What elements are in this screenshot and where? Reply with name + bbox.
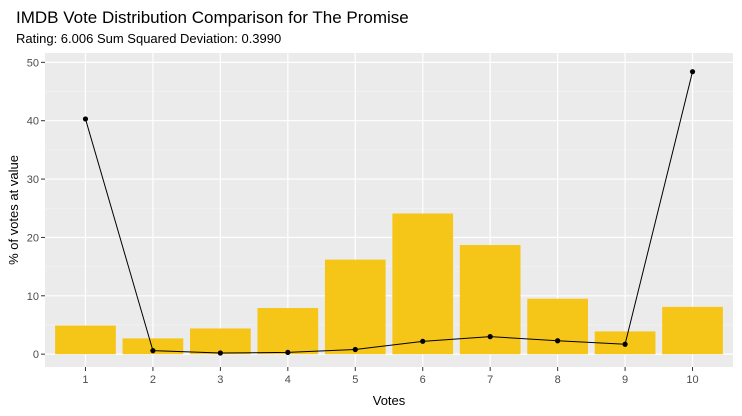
line-point (487, 334, 493, 340)
bar (324, 259, 386, 355)
x-tick-label: 7 (487, 374, 493, 386)
plot-panel (45, 53, 733, 367)
line-point (217, 350, 223, 356)
y-tick-label: 50 (27, 57, 39, 69)
y-axis: 0 10 20 30 40 50 (27, 57, 45, 361)
line-point (285, 349, 291, 356)
line-point (82, 116, 89, 122)
bar (527, 298, 588, 355)
bar (662, 306, 723, 355)
x-tick-label: 10 (686, 374, 698, 386)
y-tick-label: 10 (27, 291, 39, 303)
line-point (420, 338, 426, 344)
chart-subtitle: Rating: 6.006 Sum Squared Deviation: 0.3… (16, 31, 281, 46)
series-line (84, 71, 694, 354)
line-point (622, 341, 628, 347)
x-axis: 1 2 3 4 5 6 7 8 9 10 (82, 367, 699, 386)
x-tick-label: 2 (150, 374, 156, 386)
line-series (82, 69, 696, 356)
y-tick-label: 30 (27, 174, 39, 186)
y-tick-label: 20 (27, 232, 39, 244)
x-tick-label: 9 (622, 374, 628, 386)
bar (257, 308, 319, 355)
x-tick-label: 3 (217, 374, 223, 386)
bar (55, 325, 116, 355)
line-point (555, 338, 561, 344)
x-tick-label: 1 (82, 374, 88, 386)
line-point (150, 348, 156, 354)
x-tick-label: 6 (420, 374, 426, 386)
bar (122, 338, 184, 355)
chart-title: IMDB Vote Distribution Comparison for Th… (16, 8, 409, 27)
x-tick-label: 5 (352, 374, 358, 386)
line-point (689, 69, 696, 75)
x-tick-label: 8 (555, 374, 561, 386)
line-point (352, 346, 358, 353)
bar (190, 328, 251, 355)
bars (55, 213, 723, 355)
bar (392, 213, 454, 355)
y-tick-label: 40 (27, 116, 39, 128)
y-axis-label: % of votes at value (6, 155, 21, 265)
y-tick-label: 0 (33, 349, 39, 361)
x-tick-label: 4 (285, 374, 291, 386)
x-axis-label: Votes (373, 393, 406, 408)
